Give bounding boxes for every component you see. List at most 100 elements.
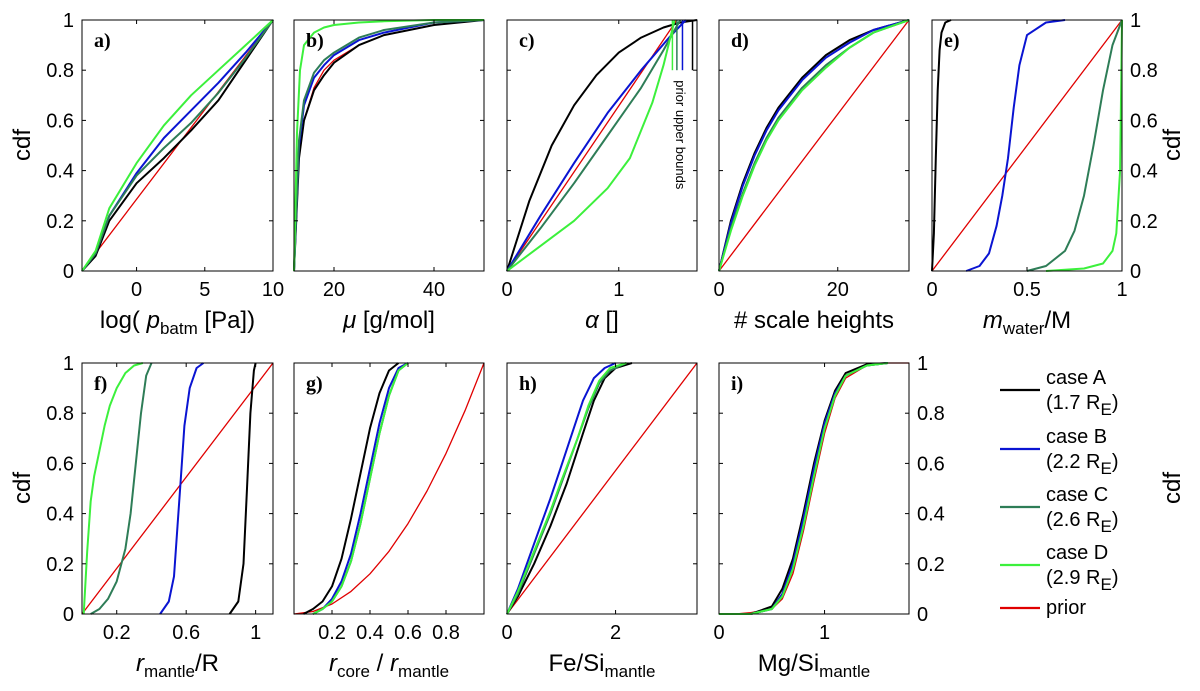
x-axis-label-part: μ bbox=[342, 307, 356, 334]
legend-label: prior bbox=[1046, 597, 1086, 619]
x-axis-label-subscript: mantle bbox=[144, 662, 195, 681]
x-axis-label-subscript: batm bbox=[160, 319, 198, 338]
series-line-case-c bbox=[312, 362, 409, 615]
x-axis-label-part: /M bbox=[1044, 307, 1071, 334]
panel-f: 0 0.2 0.4 0.6 0.8 1 0.2 0.6 1 rmantle/R f) bbox=[46, 353, 274, 681]
panel-label: c) bbox=[519, 30, 535, 52]
x-tick-label: 1 bbox=[1116, 279, 1127, 301]
x-tick-label: 1 bbox=[250, 622, 261, 644]
y-axis-label: cdf bbox=[1159, 129, 1186, 161]
x-tick-label: 10 bbox=[262, 279, 284, 301]
y-tick-label: 0 bbox=[63, 261, 74, 283]
axes-frame bbox=[81, 19, 274, 272]
series-line-case-d bbox=[718, 19, 910, 272]
legend-sublabel: (2.9 RE) bbox=[1046, 567, 1118, 594]
legend-sublabel-text: (2.2 R bbox=[1046, 451, 1100, 473]
series-group-h bbox=[506, 362, 698, 615]
series-group-i bbox=[719, 362, 909, 615]
series-line-case-d bbox=[506, 19, 676, 272]
x-axis-label: Fe/Simantle bbox=[548, 650, 655, 681]
y-tick-label: 0.8 bbox=[917, 403, 945, 425]
x-axis-label-part: r bbox=[390, 650, 399, 677]
series-line-case-c bbox=[506, 19, 682, 272]
series-line-case-b bbox=[506, 19, 687, 272]
axes-frame bbox=[81, 362, 274, 615]
series-line-case-d bbox=[506, 362, 627, 615]
x-axis-label-part: Fe/Si bbox=[548, 650, 604, 677]
series-line-prior bbox=[506, 362, 698, 615]
x-axis-label: log( pbatm [Pa]) bbox=[100, 307, 255, 338]
x-axis-label-subscript: water bbox=[1002, 319, 1045, 338]
series-line-case-b bbox=[159, 362, 205, 615]
panel-label: h) bbox=[519, 373, 537, 395]
x-axis-label-part: [] bbox=[599, 307, 619, 334]
legend-sublabel-text: ) bbox=[1112, 567, 1119, 589]
x-tick-label: 2 bbox=[610, 622, 621, 644]
y-tick-label: 0.2 bbox=[917, 554, 945, 576]
series-group-f bbox=[81, 362, 274, 615]
x-axis-label-part: / bbox=[370, 650, 390, 677]
x-axis-label-subscript: mantle bbox=[398, 662, 449, 681]
axes-frame bbox=[718, 362, 910, 615]
series-group-d bbox=[718, 19, 910, 272]
legend-sublabel-text: (1.7 R bbox=[1046, 392, 1100, 414]
series-line-case-a bbox=[506, 362, 633, 615]
y-tick-label: 0.2 bbox=[46, 211, 74, 233]
legend: case A(1.7 RE)case B(2.2 RE)case C(2.6 R… bbox=[1000, 367, 1118, 619]
upper-bounds-annotation: prior upper bounds bbox=[673, 80, 688, 190]
series-group-a bbox=[81, 19, 274, 272]
x-axis-label-part: log( bbox=[100, 307, 147, 334]
x-tick-label: 0 bbox=[501, 279, 512, 301]
legend-item-prior: prior bbox=[1000, 597, 1086, 619]
y-tick-label: 0.6 bbox=[46, 110, 74, 132]
x-axis-label-part: [Pa]) bbox=[198, 307, 255, 334]
panel-label: f) bbox=[94, 373, 107, 395]
x-tick-label: 0.8 bbox=[432, 622, 460, 644]
series-line-case-d bbox=[312, 362, 409, 615]
y-axis-label: cdf bbox=[9, 129, 36, 161]
panel-b: 20 40 μ [g/mol] b) bbox=[293, 19, 485, 334]
legend-sublabel-text: ) bbox=[1112, 509, 1119, 531]
y-tick-label: 0 bbox=[1130, 261, 1141, 283]
y-tick-label: 1 bbox=[63, 10, 74, 32]
series-line-case-b bbox=[506, 362, 617, 615]
legend-label: case C bbox=[1046, 484, 1108, 506]
series-group-e bbox=[931, 19, 1123, 272]
series-line-case-d bbox=[82, 362, 144, 615]
legend-sublabel-text: (2.6 R bbox=[1046, 509, 1100, 531]
y-tick-label: 0.4 bbox=[1130, 161, 1158, 183]
legend-sublabel: (2.6 RE) bbox=[1046, 509, 1118, 536]
series-line-case-d bbox=[293, 19, 484, 272]
y-tick-label: 1 bbox=[917, 353, 928, 375]
series-line-prior bbox=[718, 19, 910, 272]
x-tick-label: 0.2 bbox=[103, 622, 131, 644]
x-axis-label: μ [g/mol] bbox=[342, 307, 435, 334]
legend-sublabel-subscript: E bbox=[1100, 575, 1111, 594]
series-group-b bbox=[293, 19, 485, 272]
axes-frame bbox=[293, 362, 485, 615]
legend-sublabel: (1.7 RE) bbox=[1046, 392, 1118, 419]
series-line-case-b bbox=[293, 19, 485, 272]
legend-item-case-a: case A (1.7 RE) bbox=[1000, 367, 1118, 419]
panel-label: i) bbox=[731, 373, 743, 395]
legend-label: case A bbox=[1046, 367, 1107, 389]
x-axis-label-subscript: core bbox=[337, 662, 370, 681]
series-line-case-a bbox=[931, 19, 952, 272]
series-line-case-c bbox=[719, 362, 889, 615]
y-tick-label: 0.6 bbox=[1130, 110, 1158, 132]
panel-d: 0 20 # scale heights d) bbox=[713, 19, 910, 334]
y-tick-label: 0.4 bbox=[46, 504, 74, 526]
y-tick-label: 0.8 bbox=[1130, 60, 1158, 82]
series-line-prior bbox=[719, 362, 909, 615]
legend-sublabel: (2.2 RE) bbox=[1046, 451, 1118, 478]
panel-label: e) bbox=[944, 30, 960, 52]
x-tick-label: 0.4 bbox=[356, 622, 384, 644]
series-line-case-a bbox=[228, 362, 257, 615]
y-axis-label: cdf bbox=[1159, 472, 1186, 504]
series-line-case-c bbox=[90, 362, 153, 615]
x-axis-label-part: m bbox=[983, 307, 1003, 334]
x-tick-label: 20 bbox=[827, 279, 849, 301]
